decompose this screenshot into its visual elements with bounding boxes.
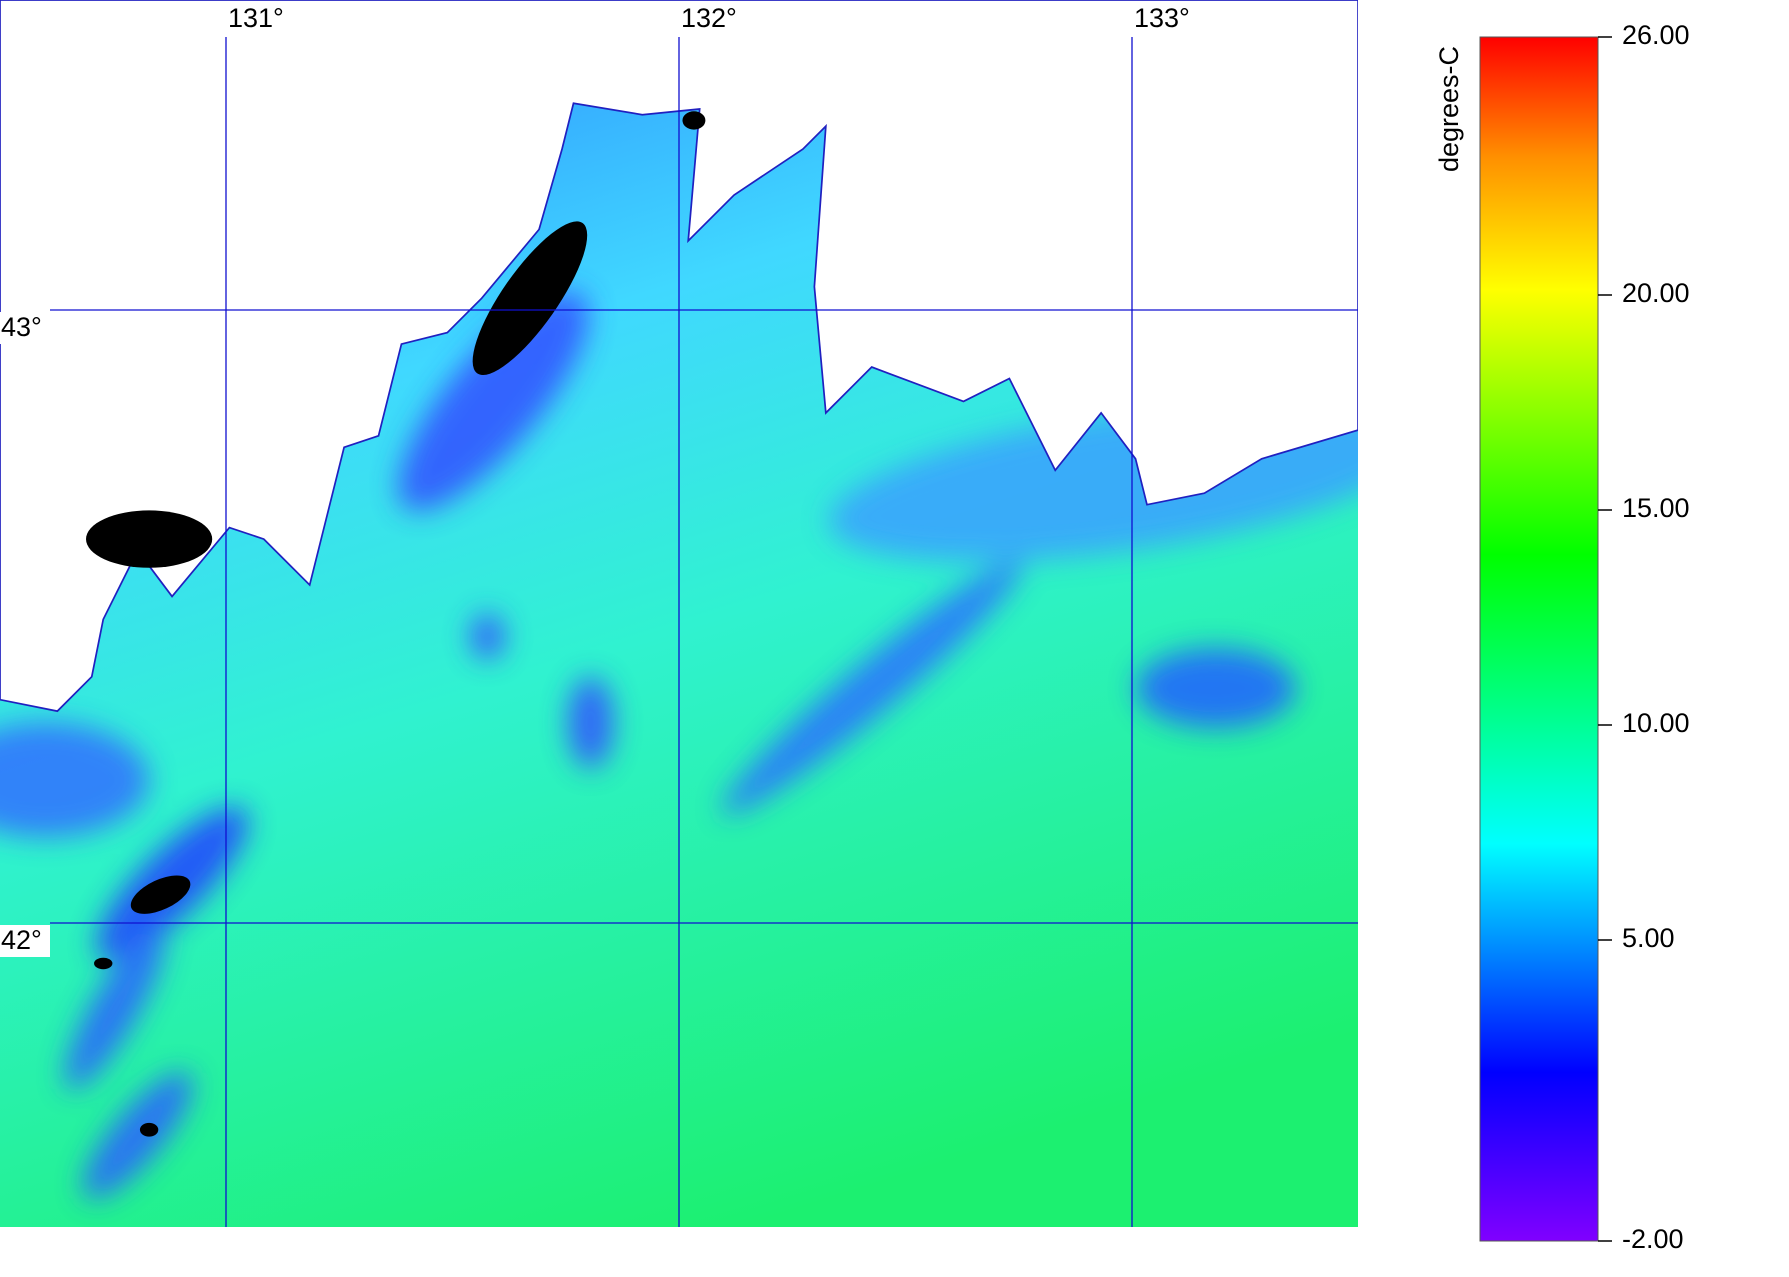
lat-label-bg	[0, 312, 50, 344]
lon-label: 132°	[681, 3, 737, 33]
lon-label: 133°	[1134, 3, 1190, 33]
colorbar-tick-label: 20.00	[1622, 278, 1690, 308]
colorbar-title: degrees-C	[1434, 46, 1464, 172]
colorbar-tick-label: 15.00	[1622, 493, 1690, 523]
lat-label: 42°	[1, 925, 42, 955]
land	[0, 0, 1358, 713]
colorbar-tick-label: 10.00	[1622, 708, 1690, 738]
colorbar	[1479, 36, 1599, 1242]
lon-label: 131°	[228, 3, 284, 33]
lat-label-bg	[0, 925, 50, 957]
colorbar-tick-label: 5.00	[1622, 923, 1675, 953]
colorbar-tick-label: 26.00	[1622, 20, 1690, 50]
sst-field	[0, 0, 1358, 1227]
masked-areas	[86, 111, 706, 1137]
colorbar-tick-label: -2.00	[1622, 1224, 1684, 1254]
lat-label: 43°	[1, 312, 42, 342]
